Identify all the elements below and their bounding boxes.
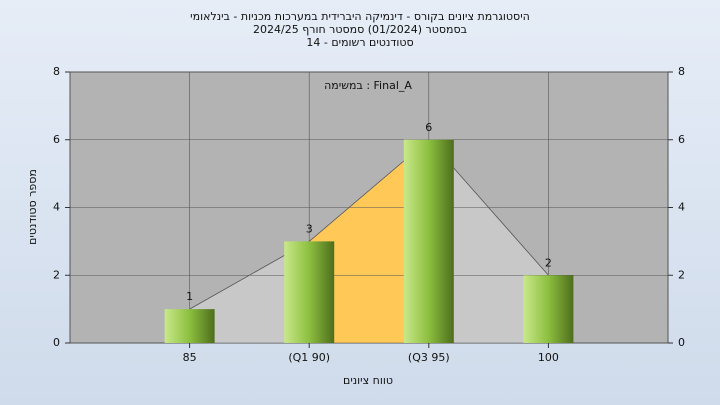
bar (164, 309, 215, 343)
y-axis-label: מספר סטודנטים (26, 169, 39, 245)
y2-tick-label: 0 (678, 336, 685, 349)
value-label: 3 (306, 222, 313, 235)
bar (403, 139, 454, 343)
y2-tick-label: 8 (678, 65, 685, 78)
chart-title: היסטוגרמת ציונים בקורס - דינמיקה היברידי… (190, 10, 530, 23)
annotation: במשימה : Final_A (324, 79, 412, 92)
y-tick-label: 6 (53, 133, 60, 146)
y-tick-label: 0 (53, 336, 60, 349)
bar (523, 275, 574, 343)
chart-subtitle: בסמסטר (01/2024) סמסטר חורף 2024/25 (253, 23, 467, 36)
chart-subtitle: סטודנטים רשומים - 14 (306, 36, 413, 49)
x-tick-label: (Q3 95) (408, 351, 450, 364)
y-tick-label: 8 (53, 65, 60, 78)
value-label: 6 (425, 121, 432, 134)
x-tick-label: 100 (538, 351, 559, 364)
y2-tick-label: 6 (678, 133, 685, 146)
y-tick-label: 2 (53, 268, 60, 281)
x-axis-label: טווח ציונים (343, 374, 393, 387)
y2-tick-label: 4 (678, 201, 685, 214)
x-tick-label: (Q1 90) (288, 351, 330, 364)
value-label: 2 (545, 256, 552, 269)
y-tick-label: 4 (53, 201, 60, 214)
interquartile-area (309, 139, 429, 343)
value-label: 1 (186, 290, 193, 303)
bar (284, 241, 335, 343)
x-tick-label: 85 (183, 351, 197, 364)
y2-tick-label: 2 (678, 268, 685, 281)
